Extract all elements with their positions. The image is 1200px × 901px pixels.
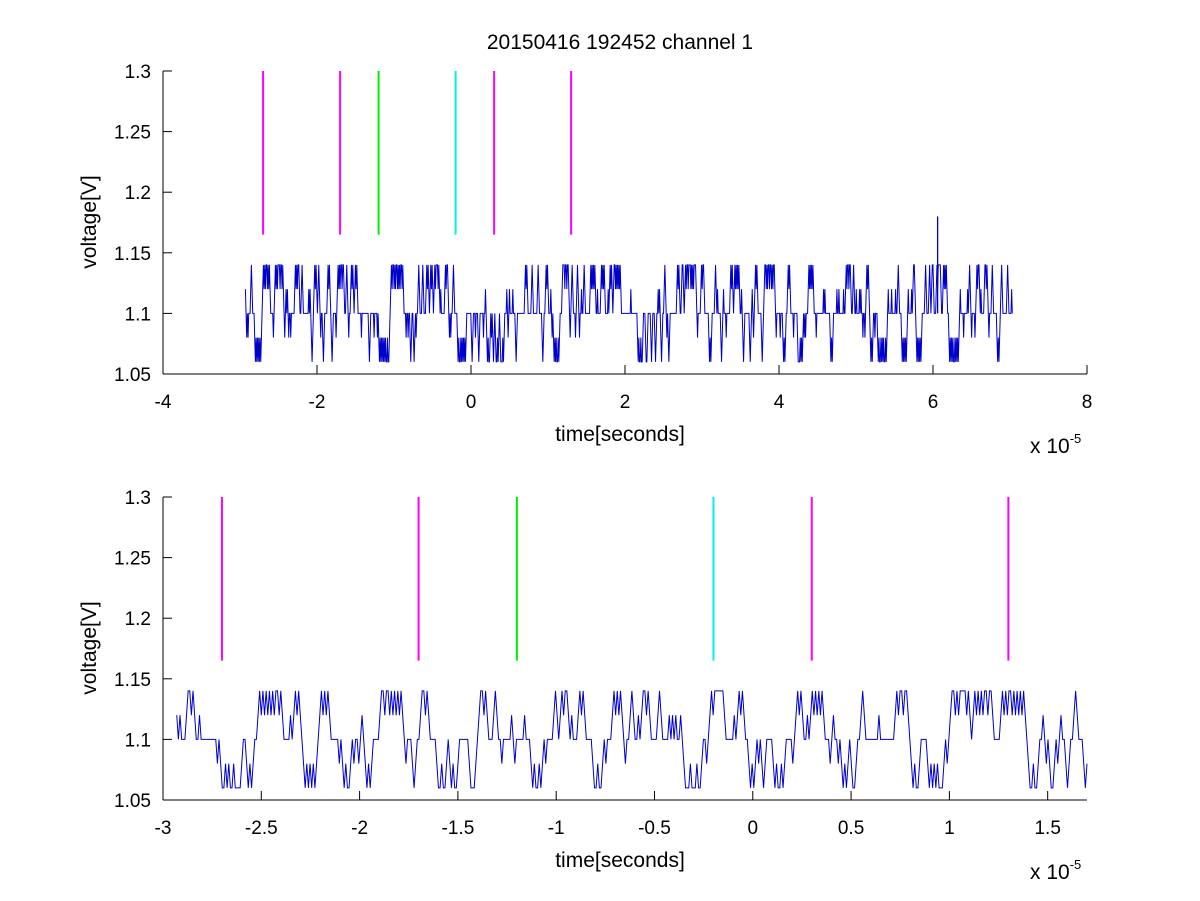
bottom-y-tick-label: 1.25 xyxy=(114,549,151,570)
bottom-x-multiplier: x 10 xyxy=(1030,861,1070,884)
top-x-tick-label: 2 xyxy=(620,392,631,413)
top-x-tick-label: 6 xyxy=(928,392,939,413)
top-x-exponent: -5 xyxy=(1070,431,1082,446)
bottom-y-tick-label: 1.05 xyxy=(114,791,151,812)
top-y-tick-label: 1.25 xyxy=(114,123,151,144)
bottom-y-tick-label: 1.3 xyxy=(125,488,151,509)
bottom-x-tick-label: -3 xyxy=(155,818,172,839)
bottom-x-tick-label: 1.5 xyxy=(1034,818,1060,839)
top-y-tick-label: 1.2 xyxy=(125,183,151,204)
top-x-exponent-label: x 10-5 xyxy=(1030,431,1081,458)
bottom-subplot: -3 -2.5 -2 -1.5 -1 -0.5 0 0.5 1 1.5 1.05 1.1 1.15 1.2… xyxy=(78,488,1088,884)
bottom-y-tick-label: 1.2 xyxy=(125,609,151,630)
bottom-x-tick-label: -2.5 xyxy=(245,818,278,839)
top-x-tick-label: 0 xyxy=(466,392,477,413)
top-x-tick-label: -2 xyxy=(309,392,326,413)
bottom-x-axis-label: time[seconds] xyxy=(555,849,685,872)
top-signal-trace xyxy=(244,264,1013,363)
top-plot-area: -4 -2 0 2 4 6 8 1.05 1.1 1.15 1.2 1.25 1.3 xyxy=(114,62,1092,413)
bottom-x-tick-label: 0 xyxy=(747,818,758,839)
top-subplot: -4 -2 0 2 4 6 8 1.05 1.1 1.15 1.2 1.25 1.3 time[seco… xyxy=(78,62,1092,458)
bottom-x-tick-label: -2 xyxy=(351,818,368,839)
top-y-tick-label: 1.05 xyxy=(114,365,151,386)
bottom-y-tick-label: 1.1 xyxy=(125,730,151,751)
bottom-y-axis-label: voltage[V] xyxy=(78,601,101,694)
bottom-x-tick-label: -1.5 xyxy=(442,818,475,839)
bottom-x-tick-label: 0.5 xyxy=(838,818,864,839)
top-y-tick-label: 1.3 xyxy=(125,62,151,83)
bottom-plot-area: -3 -2.5 -2 -1.5 -1 -0.5 0 0.5 1 1.5 1.05 1.1 1.15 1.2… xyxy=(114,488,1088,839)
bottom-y-tick-label: 1.15 xyxy=(114,670,151,691)
top-y-tick-label: 1.15 xyxy=(114,244,151,265)
top-x-axis-label: time[seconds] xyxy=(555,423,685,446)
top-x-multiplier: x 10 xyxy=(1030,435,1070,458)
top-x-tick-label: 8 xyxy=(1082,392,1093,413)
top-y-axis-label: voltage[V] xyxy=(78,175,101,268)
bottom-x-exponent: -5 xyxy=(1070,857,1082,872)
top-x-tick-label: -4 xyxy=(155,392,172,413)
bottom-x-exponent-label: x 10-5 xyxy=(1030,857,1081,884)
bottom-x-tick-label: -1 xyxy=(548,818,565,839)
bottom-x-tick-label: 1 xyxy=(944,818,955,839)
bottom-x-tick-label: -0.5 xyxy=(638,818,671,839)
chart-title: 20150416 192452 channel 1 xyxy=(487,31,753,54)
bottom-signal-trace xyxy=(176,690,1088,789)
top-x-tick-label: 4 xyxy=(774,392,785,413)
top-y-tick-label: 1.1 xyxy=(125,304,151,325)
